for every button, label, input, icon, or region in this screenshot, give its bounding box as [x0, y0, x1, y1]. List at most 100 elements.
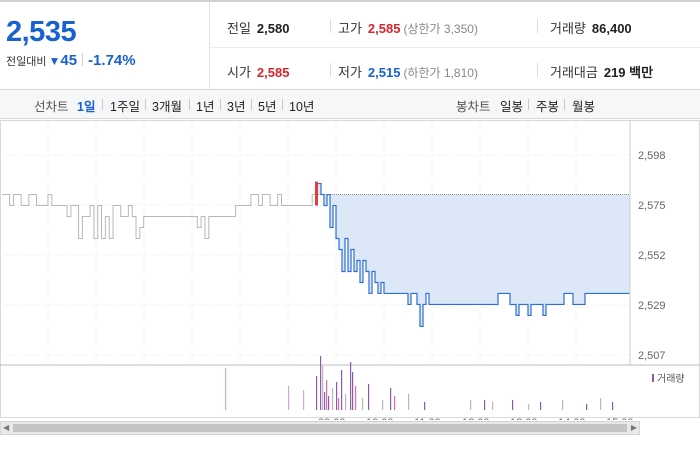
- low-value: 2,515: [367, 65, 401, 80]
- volume-bar: [528, 404, 530, 410]
- volume-bar: [612, 402, 614, 410]
- today-fill-area: [318, 183, 630, 327]
- divider: [564, 99, 565, 110]
- open-label: 시가: [227, 65, 251, 80]
- volume-bar: [322, 366, 324, 410]
- prev-close-value: 2,580: [256, 21, 290, 36]
- volume-bar: [320, 356, 322, 410]
- today-price-line: [318, 182, 630, 328]
- volume-cell: 거래량 86,400: [550, 18, 632, 37]
- y-tick-label: 2,507: [638, 350, 666, 362]
- candle-monthly[interactable]: 월봉: [572, 100, 596, 114]
- amount-value: 219 백만: [603, 65, 654, 80]
- open-value: 2,585: [256, 65, 290, 80]
- period-3y[interactable]: 3년: [227, 100, 246, 114]
- volume-bar: [316, 376, 318, 410]
- candle-daily[interactable]: 일봉: [500, 100, 524, 114]
- volume-bar: [408, 394, 410, 410]
- volume-legend-label: 거래량: [657, 373, 685, 385]
- divider: [220, 99, 221, 110]
- period-3m[interactable]: 3개월: [152, 100, 182, 114]
- price-chart[interactable]: 2,598 2,575 2,552 2,529 2,507 09:00 10:00 11:00…: [0, 120, 700, 420]
- open-marker: [315, 181, 318, 206]
- divider: [537, 63, 538, 77]
- volume-bar: [540, 402, 542, 410]
- divider: [330, 63, 331, 77]
- x-tick-label: 14:00: [558, 417, 586, 420]
- divider: [82, 53, 84, 66]
- volume-value: 86,400: [591, 21, 632, 36]
- down-triangle-icon: ▼: [48, 54, 61, 68]
- open-cell: 시가 2,585: [227, 62, 289, 81]
- amount-cell: 거래대금 219 백만: [550, 62, 653, 81]
- y-tick-label: 2,598: [638, 150, 666, 162]
- scroll-left-icon[interactable]: ◀: [3, 423, 10, 432]
- volume-bar: [424, 402, 426, 410]
- quote-panel: 2,535 전일대비 ▼45 -1.74% 전일 2,580 고가 2,585 (상한가 …: [0, 0, 700, 90]
- low-cell: 저가 2,515 (하한가 1,810): [338, 62, 478, 81]
- volume-bar: [562, 400, 564, 410]
- volume-label: 거래량: [550, 21, 586, 36]
- volume-bar: [352, 372, 354, 410]
- chart-axis: 2,598 2,575 2,552 2,529 2,507 09:00 10:00 11:00…: [0, 120, 700, 420]
- row-divider: [210, 47, 700, 48]
- prev-day-line: [2, 194, 316, 240]
- divider: [251, 99, 252, 110]
- candle-weekly[interactable]: 주봉: [536, 100, 560, 114]
- high-label: 고가: [338, 21, 362, 36]
- y-tick-label: 2,575: [638, 200, 666, 212]
- scroll-right-icon[interactable]: ▶: [630, 423, 637, 432]
- period-bar: 선차트 1일 1주일 3개월 1년 3년 5년 10년 봉차트 일봉 주봉 월봉: [0, 90, 700, 119]
- upper-limit: (상한가 3,350): [403, 22, 478, 36]
- volume-bar: [362, 398, 364, 410]
- volume-bar: [303, 390, 305, 410]
- prev-close-cell: 전일 2,580: [227, 18, 289, 37]
- price-summary: 2,535 전일대비 ▼45 -1.74%: [0, 2, 210, 90]
- divider: [102, 99, 103, 110]
- line-chart-label: 선차트: [34, 100, 69, 114]
- current-price: 2,535: [6, 16, 77, 48]
- y-tick-label: 2,529: [638, 300, 666, 312]
- period-1y[interactable]: 1년: [196, 100, 215, 114]
- divider: [145, 99, 146, 110]
- volume-bar: [328, 396, 330, 410]
- volume-bar: [390, 388, 392, 410]
- candle-chart-label: 봉차트: [456, 100, 491, 114]
- change-line: 전일대비 ▼45 -1.74%: [6, 52, 209, 69]
- volume-bar: [492, 402, 494, 410]
- volume-bar: [345, 394, 347, 410]
- change-value: 45: [60, 52, 78, 69]
- x-tick-label: 10:00: [366, 417, 394, 420]
- volume-bar: [350, 362, 352, 410]
- divider: [330, 19, 331, 33]
- divider: [189, 99, 190, 110]
- volume-bar: [368, 384, 370, 410]
- volume-bar: [225, 368, 227, 410]
- volume-bar: [600, 398, 602, 410]
- volume-legend-swatch: [652, 374, 654, 382]
- amount-label: 거래대금: [550, 65, 598, 80]
- volume-bar: [288, 386, 290, 410]
- period-1w[interactable]: 1주일: [110, 100, 140, 114]
- chart-lines: [2, 181, 630, 328]
- divider: [528, 99, 529, 110]
- prev-close-label: 전일: [227, 21, 251, 36]
- volume-bar: [332, 388, 334, 410]
- change-percent: -1.74%: [88, 52, 136, 69]
- period-5y[interactable]: 5년: [258, 100, 277, 114]
- period-1d[interactable]: 1일: [77, 100, 96, 114]
- volume-bar: [484, 400, 486, 410]
- volume-bar: [382, 400, 384, 410]
- volume-bar: [341, 370, 343, 410]
- change-label: 전일대비: [6, 56, 47, 68]
- volume-bar: [324, 392, 326, 410]
- period-10y[interactable]: 10년: [289, 100, 315, 114]
- x-tick-label: 11:00: [414, 417, 441, 420]
- chart-fill: [318, 183, 630, 327]
- volume-bar: [326, 380, 328, 410]
- scrollbar-thumb[interactable]: [13, 424, 627, 432]
- volume-bar: [338, 398, 340, 410]
- horizontal-scrollbar[interactable]: ◀ ▶: [0, 421, 640, 435]
- x-tick-label: 12:00: [462, 417, 490, 420]
- divider: [537, 19, 538, 33]
